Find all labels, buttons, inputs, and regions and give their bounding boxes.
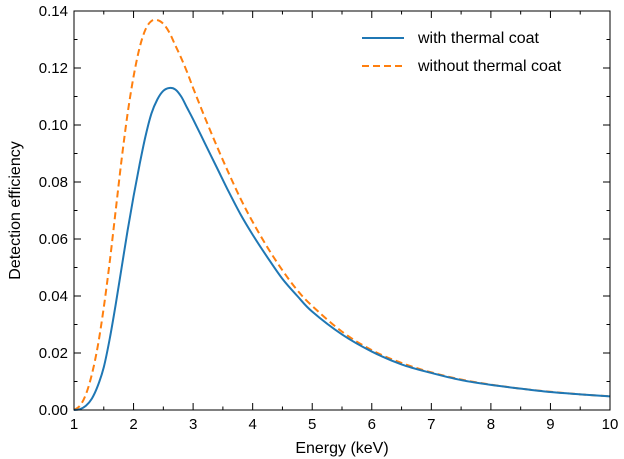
x-axis-label: Energy (keV) [295,440,388,457]
x-tick-label: 4 [248,416,256,433]
y-tick-label: 0.14 [39,3,68,20]
tick-labels: 1 2 3 4 5 6 7 8 9 10 0.00 0.02 0.04 0.06 0.08 0.10 0.12 0… [39,3,619,433]
x-tick-label: 8 [487,416,495,433]
y-tick-label: 0.12 [39,60,68,77]
x-tick-label: 3 [189,416,197,433]
x-tick-label: 7 [427,416,435,433]
legend: with thermal coat without thermal coat [362,30,562,75]
y-tick-label: 0.10 [39,117,68,134]
x-tick-label: 10 [602,416,619,433]
x-tick-label: 2 [129,416,137,433]
x-tick-label: 9 [546,416,554,433]
y-tick-label: 0.04 [39,288,68,305]
series-line-without-thermal-coat [73,18,611,411]
x-tick-label: 6 [368,416,376,433]
y-axis-label: Detection efficiency [7,141,24,279]
series-line-with-thermal-coat [73,86,611,411]
y-tick-label: 0.08 [39,174,68,191]
legend-label: with thermal coat [417,30,539,47]
x-tick-label: 5 [308,416,316,433]
plot-curves [73,18,611,411]
x-tick-label: 1 [70,416,78,433]
y-tick-label: 0.06 [39,231,68,248]
y-tick-label: 0.02 [39,345,68,362]
y-tick-label: 0.00 [39,402,68,419]
legend-label: without thermal coat [417,58,562,75]
plot-frame [73,10,611,411]
